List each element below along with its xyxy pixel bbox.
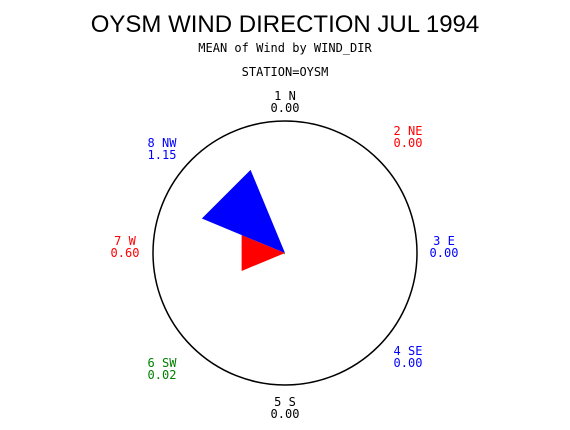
direction-label-group-8: 8 NW1.15	[148, 136, 178, 162]
compass-circle	[152, 120, 418, 386]
direction-value: 0.00	[430, 246, 459, 260]
direction-label: 3 E	[433, 234, 455, 248]
wind-sector-8	[201, 169, 285, 253]
direction-value: 0.02	[148, 368, 177, 382]
direction-label: 8 NW	[148, 136, 178, 150]
direction-value: 1.15	[148, 148, 177, 162]
direction-value: 0.00	[271, 101, 300, 115]
direction-value: 0.60	[111, 246, 140, 260]
direction-label-group-1: 1 N0.00	[271, 89, 300, 115]
station-label: STATION=OYSM	[242, 65, 329, 79]
direction-label-group-5: 5 S0.00	[271, 395, 300, 421]
direction-label: 4 SE	[394, 344, 423, 358]
wind-sector-6	[283, 253, 285, 255]
direction-value: 0.00	[394, 356, 423, 370]
direction-value: 0.00	[394, 136, 423, 150]
direction-labels: 1 N0.002 NE0.003 E0.004 SE0.005 S0.006 S…	[111, 89, 459, 421]
direction-label-group-4: 4 SE0.00	[394, 344, 423, 370]
direction-label-group-2: 2 NE0.00	[394, 124, 423, 150]
wind-sectors	[201, 169, 285, 271]
direction-label-group-6: 6 SW0.02	[148, 356, 178, 382]
direction-label: 6 SW	[148, 356, 178, 370]
direction-value: 0.00	[271, 407, 300, 421]
chart-subtitle: MEAN of Wind by WIND_DIR	[198, 41, 372, 55]
direction-label: 7 W	[114, 234, 136, 248]
direction-label: 1 N	[274, 89, 296, 103]
direction-label-group-3: 3 E0.00	[430, 234, 459, 260]
chart-title: OYSM WIND DIRECTION JUL 1994	[91, 11, 480, 38]
wind-sector-7	[241, 235, 285, 271]
direction-label: 2 NE	[394, 124, 423, 138]
direction-label: 5 S	[274, 395, 296, 409]
direction-label-group-7: 7 W0.60	[111, 234, 140, 260]
